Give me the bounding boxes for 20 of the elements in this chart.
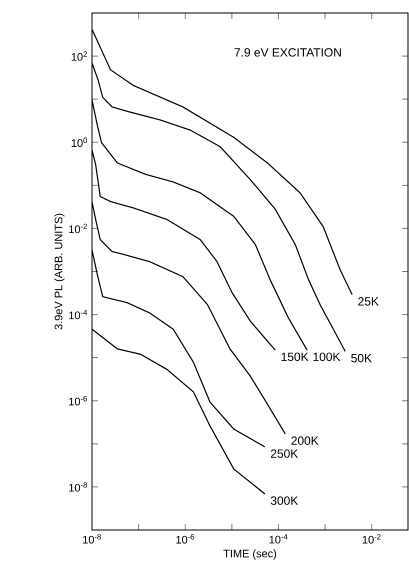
x-tick-label: 10$^{-4}$	[270, 534, 288, 544]
x-tick-label: 10$^{-6}$	[176, 534, 194, 544]
series-label: 250K	[270, 449, 298, 458]
y-tick-label: 10$^{0}$	[72, 138, 88, 147]
x-tick-label: 10$^{-8}$	[83, 534, 101, 544]
series-label: 200K	[291, 436, 319, 445]
y-axis-title: 3.9eV PL (ARB. UNITS)	[54, 214, 65, 330]
y-tick-label: 10$^{-8}$	[69, 482, 88, 492]
text: 7.9 eV EXCITATION	[234, 48, 341, 57]
series-label: 300K	[270, 496, 298, 505]
series-label: 150K	[282, 352, 308, 362]
series-label: 100K	[313, 352, 340, 362]
y-tick-label: 10$^{-4}$	[69, 310, 88, 320]
x-axis-title: TIME (sec)	[223, 549, 276, 560]
series-label: 50K	[351, 354, 372, 362]
y-tick-label: 10$^{-6}$	[69, 396, 87, 406]
x-tick-label: 10$^{-2}$	[362, 534, 381, 544]
y-tick-label: 10$^{-2}$	[69, 224, 87, 234]
y-tick-label: 10$^{2}$	[72, 51, 87, 61]
series-label: 25K	[358, 297, 379, 306]
